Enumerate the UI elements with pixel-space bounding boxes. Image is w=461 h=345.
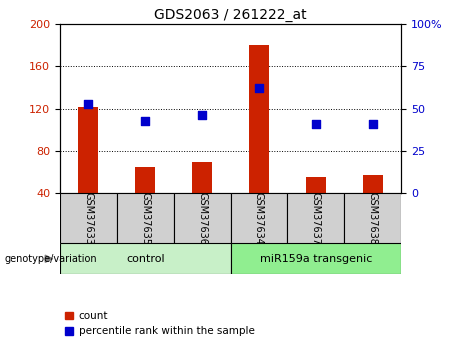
Point xyxy=(369,121,376,127)
Text: GSM37633: GSM37633 xyxy=(83,192,94,245)
Bar xyxy=(60,243,230,274)
Bar xyxy=(78,107,98,193)
Text: GSM37636: GSM37636 xyxy=(197,192,207,245)
Text: GSM37634: GSM37634 xyxy=(254,192,264,245)
Title: GDS2063 / 261222_at: GDS2063 / 261222_at xyxy=(154,8,307,22)
Bar xyxy=(230,193,287,243)
Bar xyxy=(230,243,401,274)
Bar xyxy=(287,193,344,243)
Point xyxy=(85,101,92,106)
Bar xyxy=(174,193,230,243)
Text: miR159a transgenic: miR159a transgenic xyxy=(260,254,372,264)
Point xyxy=(312,121,319,127)
Bar xyxy=(117,193,174,243)
Point xyxy=(255,86,263,91)
Bar xyxy=(249,45,269,193)
Legend: count, percentile rank within the sample: count, percentile rank within the sample xyxy=(65,311,254,336)
Bar xyxy=(60,193,117,243)
Bar xyxy=(306,177,326,193)
Text: GSM37638: GSM37638 xyxy=(367,192,378,245)
Text: control: control xyxy=(126,254,165,264)
Bar xyxy=(363,175,383,193)
Point xyxy=(198,113,206,118)
Text: GSM37637: GSM37637 xyxy=(311,192,321,245)
Point xyxy=(142,118,149,123)
Text: GSM37635: GSM37635 xyxy=(140,192,150,245)
Bar xyxy=(135,167,155,193)
Text: genotype/variation: genotype/variation xyxy=(5,254,97,264)
Bar xyxy=(344,193,401,243)
Bar xyxy=(192,161,212,193)
